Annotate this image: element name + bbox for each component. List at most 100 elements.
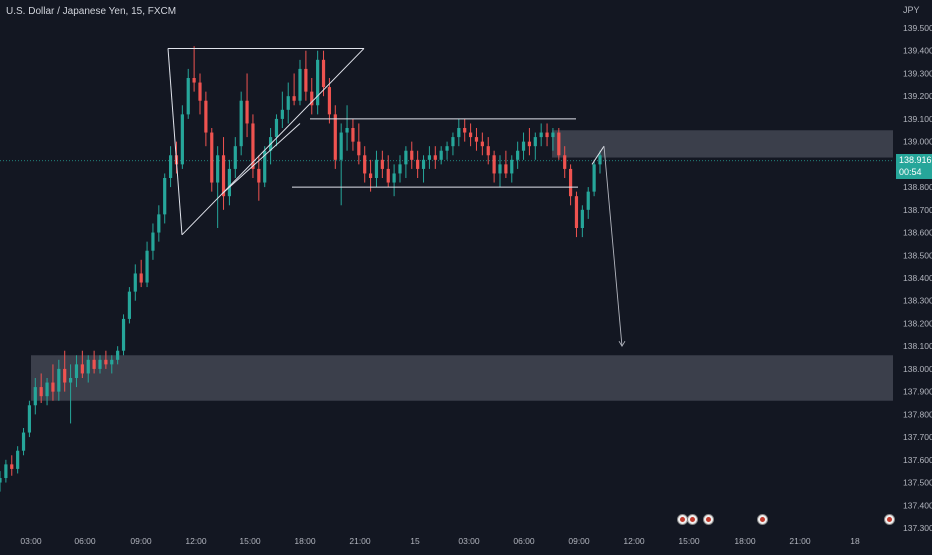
candle-body xyxy=(4,464,8,478)
candle-body xyxy=(145,250,149,283)
candle-body xyxy=(216,155,220,183)
candle-body xyxy=(521,141,526,151)
candle-body xyxy=(439,150,443,160)
candle-body xyxy=(504,164,508,174)
candle-body xyxy=(598,155,602,165)
candle-body xyxy=(57,368,61,392)
x-tick-label: 03:00 xyxy=(458,536,480,546)
current-price-tag: 138.916 00:54 xyxy=(896,154,932,179)
candle-body xyxy=(233,146,237,169)
candle-body xyxy=(527,141,532,147)
y-tick-label: 138.800 xyxy=(903,182,932,192)
event-icon[interactable] xyxy=(884,514,895,525)
y-tick-label: 139.400 xyxy=(903,46,932,56)
y-tick-label: 138.700 xyxy=(903,205,932,215)
candle-body xyxy=(127,291,132,319)
event-icon[interactable] xyxy=(703,514,714,525)
candle-body xyxy=(292,96,296,101)
triangle-lower-diagonal[interactable] xyxy=(221,123,301,195)
candle-body xyxy=(92,359,96,369)
triangle-diagonal-upper[interactable] xyxy=(181,48,365,236)
candle-body xyxy=(163,178,167,215)
x-tick-label: 03:00 xyxy=(20,536,42,546)
y-tick-label: 138.100 xyxy=(903,341,932,351)
y-tick-label: 139.200 xyxy=(903,91,932,101)
candle-body xyxy=(133,273,137,292)
candle-body xyxy=(410,150,414,160)
candle-body xyxy=(451,137,455,147)
candle-body xyxy=(474,137,479,142)
candle-body xyxy=(327,87,332,115)
candle-body xyxy=(374,159,379,178)
candle-body xyxy=(480,141,484,147)
candle-body xyxy=(280,109,284,119)
y-tick-label: 139.100 xyxy=(903,114,932,124)
lower-demand-zone[interactable] xyxy=(31,355,893,401)
x-tick-label: 15:00 xyxy=(678,536,700,546)
projection-down-arrow[interactable] xyxy=(603,146,623,347)
candle-body xyxy=(139,273,143,283)
candle-body xyxy=(104,359,108,365)
candle-body xyxy=(68,378,73,383)
candle-body xyxy=(351,128,355,142)
x-tick-label: 15:00 xyxy=(239,536,261,546)
x-tick-label: 12:00 xyxy=(623,536,645,546)
candle-body xyxy=(198,82,202,101)
candle-body xyxy=(274,118,279,138)
event-icon[interactable] xyxy=(687,514,698,525)
candle-body xyxy=(286,96,290,110)
y-tick-label: 138.300 xyxy=(903,296,932,306)
y-tick-label: 138.600 xyxy=(903,228,932,238)
candle-body xyxy=(151,232,155,251)
candle-body xyxy=(121,318,126,351)
candle-body xyxy=(116,350,120,360)
candle-body xyxy=(498,164,502,174)
candle-body xyxy=(486,146,490,156)
candle-body xyxy=(510,159,514,174)
x-tick-label: 09:00 xyxy=(130,536,152,546)
event-icon[interactable] xyxy=(757,514,768,525)
candle-body xyxy=(592,164,596,192)
candle-body xyxy=(345,128,349,133)
candle-body xyxy=(551,132,555,138)
candle-body xyxy=(339,132,343,160)
candle-body xyxy=(298,68,302,101)
candle-body xyxy=(192,78,196,83)
candle-body xyxy=(392,173,396,183)
x-tick-label: 09:00 xyxy=(568,536,590,546)
chart-title: U.S. Dollar / Japanese Yen, 15, FXCM xyxy=(6,6,177,17)
candle-body xyxy=(257,168,261,183)
candle-body xyxy=(404,150,408,165)
projection-up-line[interactable] xyxy=(591,145,605,165)
candle-body xyxy=(357,141,361,156)
x-tick-label: 15 xyxy=(410,536,420,546)
candle-body xyxy=(557,132,561,156)
candle-body xyxy=(445,146,449,151)
candle-body xyxy=(33,387,37,406)
candle-body xyxy=(168,155,173,178)
x-tick-label: 21:00 xyxy=(349,536,371,546)
candle-body xyxy=(321,59,326,88)
triangle-left-edge[interactable] xyxy=(167,48,183,235)
candle-body xyxy=(16,450,20,469)
x-tick-label: 18:00 xyxy=(294,536,316,546)
x-tick-label: 18 xyxy=(850,536,860,546)
candle-body xyxy=(539,132,543,138)
y-tick-label: 137.400 xyxy=(903,500,932,510)
y-tick-label: 139.000 xyxy=(903,137,932,147)
candle-body xyxy=(380,159,384,169)
candle-body xyxy=(368,173,373,178)
y-tick-label: 138.200 xyxy=(903,318,932,328)
candle-body xyxy=(386,168,390,183)
candle-body xyxy=(421,159,426,169)
candle-body xyxy=(304,68,308,92)
upper-supply-zone[interactable] xyxy=(552,130,893,158)
candle-body xyxy=(157,214,161,233)
y-tick-label: 137.900 xyxy=(903,387,932,397)
candle-body xyxy=(533,137,537,147)
y-tick-label: 137.300 xyxy=(903,523,932,533)
candle-body xyxy=(457,128,461,138)
candle-body xyxy=(204,100,208,133)
